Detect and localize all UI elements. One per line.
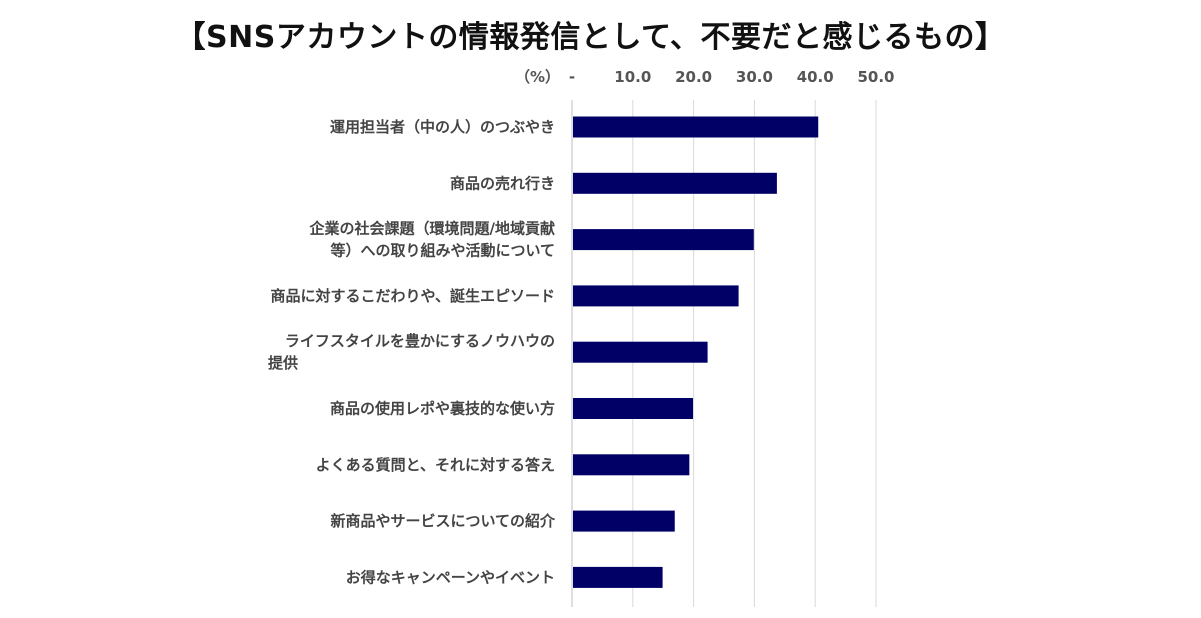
category-label: お得なキャンペーンやイベント <box>346 568 555 586</box>
bar <box>573 510 675 532</box>
category-label: 提供 <box>268 354 298 372</box>
axis-unit-label: （%） <box>515 68 560 86</box>
bar <box>573 454 690 476</box>
x-tick-label: 20.0 <box>675 68 712 86</box>
bar <box>573 229 754 251</box>
category-labels: 運用担当者（中の人）のつぶやき商品の売れ行き企業の社会課題（環境問題/地域貢献等… <box>268 118 556 586</box>
bar <box>573 398 693 419</box>
category-label: 運用担当者（中の人）のつぶやき <box>330 118 555 136</box>
x-tick-label: - <box>569 68 575 86</box>
chart-title: 【SNSアカウントの情報発信として、不要だと感じるもの】 <box>0 12 1201 56</box>
x-tick-label: 10.0 <box>614 68 651 86</box>
bar <box>573 566 663 588</box>
category-label: 新商品やサービスについての紹介 <box>330 512 556 530</box>
category-label: 等）への取り組みや活動について <box>330 242 555 260</box>
chart-title-text: 【SNSアカウントの情報発信として、不要だと感じるもの】 <box>175 20 1006 55</box>
bar <box>573 116 819 138</box>
x-tick-label: 50.0 <box>857 68 894 86</box>
category-label: よくある質問と、それに対する答え <box>316 456 555 474</box>
bar <box>573 285 739 307</box>
category-label: 商品の使用レポや裏技的な使い方 <box>330 400 555 418</box>
category-label: ライフスタイルを豊かにするノウハウの <box>285 332 555 350</box>
bar <box>573 341 708 363</box>
bar <box>573 172 777 194</box>
x-tick-label: 40.0 <box>797 68 834 86</box>
category-label: 商品に対するこだわりや、誕生エピソード <box>270 287 555 305</box>
x-axis-ticks: - 10.0 20.0 30.0 40.0 50.0 <box>569 68 895 86</box>
x-tick-label: 30.0 <box>736 68 773 86</box>
bars <box>573 116 819 588</box>
category-label: 商品の売れ行き <box>450 174 555 192</box>
category-label: 企業の社会課題（環境問題/地域貢献 <box>309 220 555 238</box>
